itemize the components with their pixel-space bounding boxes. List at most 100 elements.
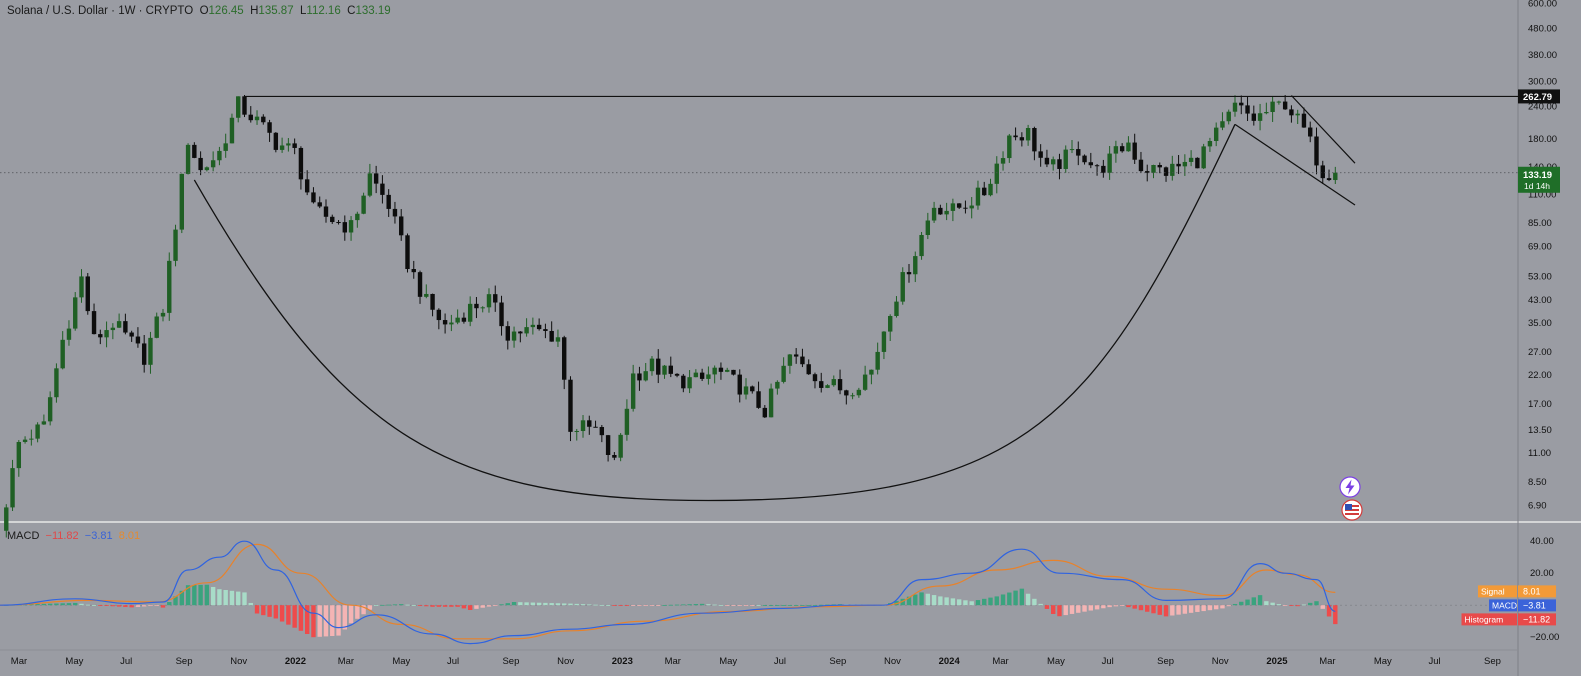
- price-axis-tick: 6.90: [1528, 500, 1547, 511]
- macd-histogram-bar: [1326, 605, 1332, 617]
- symbol-title[interactable]: Solana / U.S. Dollar · 1W · CRYPTO: [7, 5, 194, 17]
- candle-body: [424, 293, 429, 297]
- current-price-badge: [1518, 166, 1560, 193]
- macd-histogram-bar: [392, 604, 398, 606]
- macd-histogram-bar: [1063, 605, 1068, 616]
- candle-body: [574, 431, 579, 433]
- macd-histogram-bar: [756, 605, 761, 606]
- macd-histogram-bar: [292, 605, 297, 628]
- time-axis-label: May: [65, 656, 83, 667]
- macd-histogram-bar: [417, 605, 423, 606]
- macd-histogram-bar: [1119, 605, 1125, 606]
- candle-body: [1301, 113, 1307, 128]
- macd-histogram-bar: [988, 597, 993, 606]
- macd-histogram-bar: [449, 605, 454, 607]
- candle-body: [536, 324, 542, 330]
- macd-histogram-bar: [762, 605, 768, 606]
- candle-body: [467, 303, 473, 322]
- macd-histogram-bar: [236, 591, 241, 606]
- macd-histogram-bar: [1163, 605, 1169, 617]
- macd-histogram-bar: [1239, 601, 1244, 606]
- candle-body: [141, 343, 147, 365]
- macd-histogram-bar: [963, 600, 968, 606]
- macd-histogram-bar: [1057, 605, 1062, 617]
- macd-histogram-bar: [98, 605, 103, 606]
- candle-body: [956, 203, 962, 208]
- price-axis-tick: 480.00: [1528, 24, 1557, 35]
- candle-body: [505, 326, 510, 341]
- macd-histogram-bar: [1157, 605, 1162, 615]
- candle-body: [1126, 142, 1131, 152]
- candle-body: [524, 327, 529, 334]
- macd-header[interactable]: MACD −11.82 −3.81 8.01: [7, 530, 140, 542]
- candle-body: [768, 388, 774, 418]
- macd-histogram-bar: [775, 605, 780, 606]
- time-axis-label: 2022: [285, 656, 306, 667]
- candle-body: [279, 145, 285, 150]
- macd-badge-value-bg: [1518, 585, 1556, 598]
- macd-histogram-bar: [60, 603, 65, 606]
- macd-histogram-bar: [210, 586, 216, 606]
- candle-body: [261, 116, 266, 123]
- candle-body: [1308, 127, 1313, 137]
- candle-body: [1188, 157, 1194, 162]
- price-axis-tick: 22.00: [1528, 370, 1552, 381]
- macd-histogram-bar: [442, 605, 448, 607]
- macd-histogram-bar: [29, 604, 34, 606]
- macd-histogram-bar: [1257, 595, 1263, 606]
- channel-lower-line[interactable]: [1234, 123, 1356, 206]
- macd-histogram-bar: [1170, 605, 1175, 616]
- candle-body: [355, 213, 360, 221]
- candle-body: [982, 187, 987, 196]
- price-axis-tick: 11.00: [1528, 448, 1551, 459]
- macd-histogram-bar: [467, 605, 473, 610]
- macd-signal-value: 8.01: [118, 530, 141, 542]
- candle-body: [1239, 102, 1244, 106]
- macd-histogram-bar: [160, 605, 166, 608]
- candle-body: [1038, 151, 1043, 158]
- candle-body: [1195, 157, 1200, 169]
- candle-body: [862, 374, 868, 390]
- price-axis-tick: 13.50: [1528, 425, 1552, 436]
- macd-histogram-bar: [750, 605, 755, 606]
- candle-body: [737, 374, 742, 395]
- candle-body: [1101, 165, 1106, 173]
- candle-body: [875, 351, 880, 370]
- lightning-icon[interactable]: [1339, 476, 1361, 498]
- candle-body: [1157, 165, 1162, 168]
- us-flag-icon[interactable]: [1341, 499, 1363, 521]
- macd-histogram-bar: [167, 602, 172, 606]
- candle-body: [931, 207, 937, 221]
- candle-body: [41, 421, 47, 425]
- macd-histogram-bar: [793, 605, 799, 606]
- cup-curve[interactable]: [193, 124, 1236, 502]
- macd-histogram-bar: [668, 604, 673, 606]
- macd-histogram-bar: [1264, 601, 1269, 606]
- channel-upper-line[interactable]: [1290, 95, 1356, 164]
- macd-histogram-bar: [317, 605, 322, 637]
- high-value: 135.87: [258, 5, 294, 17]
- candle-body: [988, 183, 993, 196]
- candle-body: [236, 96, 241, 118]
- candle-body: [812, 374, 818, 382]
- macd-histogram-bar: [286, 605, 291, 625]
- candle-body: [568, 379, 573, 432]
- candle-body: [1220, 121, 1225, 128]
- macd-histogram-bar: [599, 604, 605, 606]
- price-axis-tick: 85.00: [1528, 218, 1552, 229]
- time-axis-label: Jul: [774, 656, 786, 667]
- macd-histogram-bar: [1025, 593, 1031, 606]
- macd-histogram-bar: [336, 605, 341, 636]
- time-axis-label: Mar: [665, 656, 681, 667]
- candle-body: [1119, 146, 1125, 152]
- macd-histogram-bar: [1207, 605, 1213, 611]
- macd-histogram-bar: [618, 605, 623, 606]
- candle-body: [179, 173, 185, 230]
- macd-histogram-bar: [330, 605, 335, 636]
- macd-histogram-bar: [643, 605, 648, 606]
- macd-histogram-bar: [185, 585, 191, 606]
- macd-histogram-bar: [148, 605, 153, 606]
- candle-body: [787, 354, 793, 366]
- candle-body: [35, 424, 40, 439]
